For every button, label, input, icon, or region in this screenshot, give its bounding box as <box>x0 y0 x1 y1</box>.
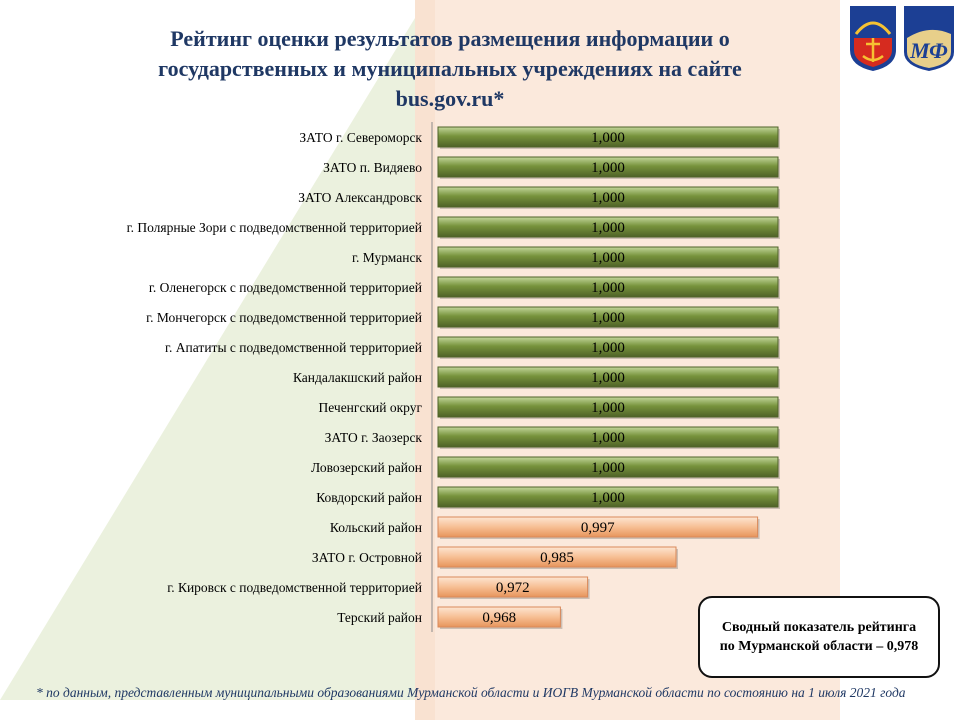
category-label: ЗАТО г. Североморск <box>299 130 422 145</box>
bar <box>437 456 779 478</box>
data-label: 1,000 <box>591 190 625 206</box>
category-label: г. Мурманск <box>352 250 422 265</box>
chart-title: Рейтинг оценки результатов размещения ин… <box>158 26 742 111</box>
header-logos: МФ <box>850 6 954 71</box>
data-label: 1,000 <box>591 460 625 476</box>
bar <box>437 516 759 538</box>
data-label: 1,000 <box>591 220 625 236</box>
bar <box>437 246 779 268</box>
ministry-of-finance-emblem-icon: МФ <box>904 6 954 71</box>
data-label: 0,997 <box>581 520 615 536</box>
labels-layer: ЗАТО г. Североморск 1,000 ЗАТО п. Видяево 1… <box>127 130 625 626</box>
bar <box>437 126 779 148</box>
category-label: Печенгский округ <box>319 400 423 415</box>
category-label: ЗАТО г. Заозерск <box>325 430 423 445</box>
bar <box>437 336 779 358</box>
ministry-of-finance-monogram: МФ <box>909 38 948 63</box>
category-label: ЗАТО Александровск <box>298 190 422 205</box>
data-label: 1,000 <box>591 310 625 326</box>
bar <box>437 606 561 628</box>
bar <box>437 366 779 388</box>
category-label: г. Кировск с подведомственной территорие… <box>167 580 422 595</box>
data-label: 1,000 <box>591 490 625 506</box>
bar <box>437 486 779 508</box>
category-label: г. Мончегорск с подведомственной террито… <box>146 310 422 325</box>
bar <box>437 216 779 238</box>
data-label: 1,000 <box>591 430 625 446</box>
summary-rating-box: Сводный показатель рейтинга по Мурманско… <box>698 596 940 678</box>
bar <box>437 306 779 328</box>
bar <box>437 156 779 178</box>
footnote: * по данным, представленным муниципальны… <box>36 685 906 700</box>
bar <box>437 276 779 298</box>
rating-bar-chart: ЗАТО г. Североморск 1,000 ЗАТО п. Видяево 1… <box>127 122 780 632</box>
category-label: Кандалакшский район <box>293 370 422 385</box>
bar <box>437 576 589 598</box>
regional-coat-of-arms-icon <box>850 6 896 71</box>
category-label: г. Оленегорск с подведомственной террито… <box>149 280 422 295</box>
category-label: Ловозерский район <box>311 460 422 475</box>
data-label: 1,000 <box>591 250 625 266</box>
data-label: 1,000 <box>591 280 625 296</box>
bar <box>437 396 779 418</box>
category-label: ЗАТО г. Островной <box>312 550 422 565</box>
category-label: Ковдорский район <box>316 490 422 505</box>
data-label: 0,972 <box>496 580 530 596</box>
data-label: 1,000 <box>591 340 625 356</box>
category-label: Терский район <box>337 610 422 625</box>
data-label: 1,000 <box>591 130 625 146</box>
category-label: г. Апатиты с подведомственной территорие… <box>165 340 422 355</box>
data-label: 0,985 <box>540 550 574 566</box>
bar <box>437 546 677 568</box>
data-label: 0,968 <box>482 610 516 626</box>
bar <box>437 186 779 208</box>
category-label: ЗАТО п. Видяево <box>323 160 422 175</box>
data-label: 1,000 <box>591 160 625 176</box>
data-label: 1,000 <box>591 400 625 416</box>
category-label: г. Полярные Зори с подведомственной терр… <box>127 220 422 235</box>
bars-layer <box>437 126 780 629</box>
bar <box>437 426 779 448</box>
category-label: Кольский район <box>330 520 422 535</box>
data-label: 1,000 <box>591 370 625 386</box>
summary-rating-text: Сводный показатель рейтинга по Мурманско… <box>719 620 919 654</box>
